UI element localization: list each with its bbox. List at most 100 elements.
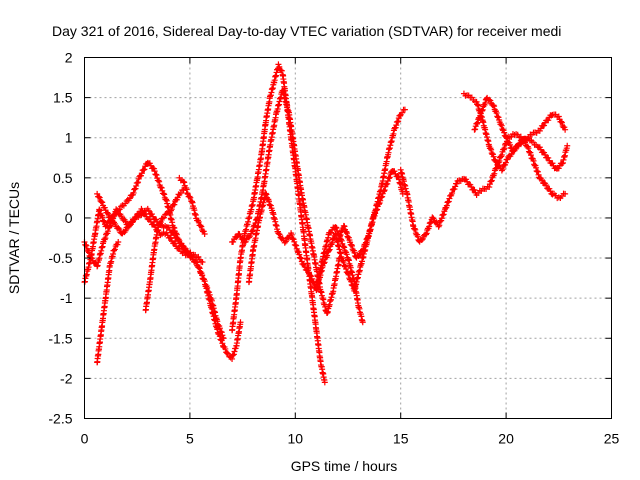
data-point (422, 231, 429, 238)
data-point (276, 231, 283, 238)
data-point (438, 215, 445, 222)
y-tick-label: -2.5 (48, 411, 72, 427)
data-point (134, 179, 141, 186)
data-point (157, 219, 164, 226)
data-point (103, 231, 110, 238)
data-point (534, 168, 541, 175)
data-point (159, 187, 166, 194)
data-point (99, 214, 106, 221)
data-point (276, 63, 283, 70)
data-point (328, 229, 335, 236)
data-point (288, 231, 295, 238)
data-point (161, 191, 168, 198)
data-point (340, 259, 347, 266)
data-point (125, 223, 132, 230)
data-point (165, 224, 172, 231)
data-point (474, 120, 481, 127)
x-tick-label: 10 (288, 431, 304, 447)
data-point (444, 199, 451, 206)
data-point (479, 106, 486, 113)
data-point (298, 255, 305, 262)
data-point (564, 142, 571, 149)
data-point (85, 249, 92, 256)
data-point (291, 238, 298, 245)
data-point (231, 348, 238, 355)
data-point (558, 118, 565, 125)
data-point (242, 238, 249, 245)
data-point (498, 151, 505, 158)
data-point (96, 207, 103, 214)
data-point (321, 259, 328, 266)
data-point (562, 126, 569, 133)
data-point (359, 247, 366, 254)
y-axis: -2.5 -2 -1.5 -1 -0.5 0 0.5 1 1.5 2 (48, 50, 612, 427)
x-tick-label: 15 (393, 431, 409, 447)
data-point (216, 325, 223, 332)
series-3 (94, 190, 206, 266)
data-point (319, 262, 326, 269)
data-point (107, 215, 114, 222)
data-point (495, 114, 502, 121)
data-point (184, 190, 191, 197)
data-point (206, 291, 213, 298)
data-point (110, 212, 117, 219)
data-point (206, 289, 213, 296)
data-point (199, 272, 206, 279)
x-tick-label: 5 (186, 431, 194, 447)
data-point (498, 122, 505, 129)
data-point (249, 228, 256, 235)
data-point (278, 67, 285, 74)
data-point (397, 112, 404, 119)
data-point (526, 148, 533, 155)
data-point (360, 246, 367, 253)
data-point (237, 319, 244, 326)
data-point (384, 178, 391, 185)
data-point (296, 251, 303, 258)
data-point (508, 151, 515, 158)
data-point (174, 235, 181, 242)
data-point (183, 186, 190, 193)
data-point (308, 273, 315, 280)
data-point (145, 207, 152, 214)
data-point (471, 187, 478, 194)
data-point (267, 202, 274, 209)
data-point (486, 184, 493, 191)
data-point (345, 270, 351, 277)
data-point (236, 231, 243, 238)
data-point (426, 220, 433, 227)
y-tick-label: -1 (60, 290, 73, 306)
data-point (351, 249, 358, 256)
data-point (214, 318, 221, 325)
data-point (200, 228, 207, 235)
data-point (412, 226, 419, 233)
data-point (126, 195, 133, 202)
data-point (308, 275, 315, 282)
data-point (324, 252, 331, 259)
data-point (168, 206, 175, 213)
data-point (548, 112, 555, 119)
data-point (95, 193, 102, 200)
data-point (224, 350, 231, 357)
data-marks (81, 61, 571, 386)
data-point (348, 241, 355, 248)
data-point (490, 153, 497, 160)
data-point (141, 166, 148, 173)
data-point (301, 263, 308, 270)
y-tick-label: 1.5 (53, 90, 73, 106)
data-point (401, 106, 408, 113)
data-point (493, 109, 500, 116)
data-point (115, 224, 122, 231)
data-point (486, 96, 493, 103)
data-point (126, 222, 133, 229)
data-point (289, 235, 296, 242)
data-point (326, 247, 333, 254)
data-point (181, 179, 188, 186)
data-point (558, 160, 565, 167)
data-point (180, 178, 187, 185)
data-point (486, 181, 493, 188)
data-point (487, 97, 494, 104)
data-point (395, 118, 402, 125)
data-point (224, 349, 231, 356)
data-point (96, 206, 103, 213)
data-point (507, 141, 514, 148)
